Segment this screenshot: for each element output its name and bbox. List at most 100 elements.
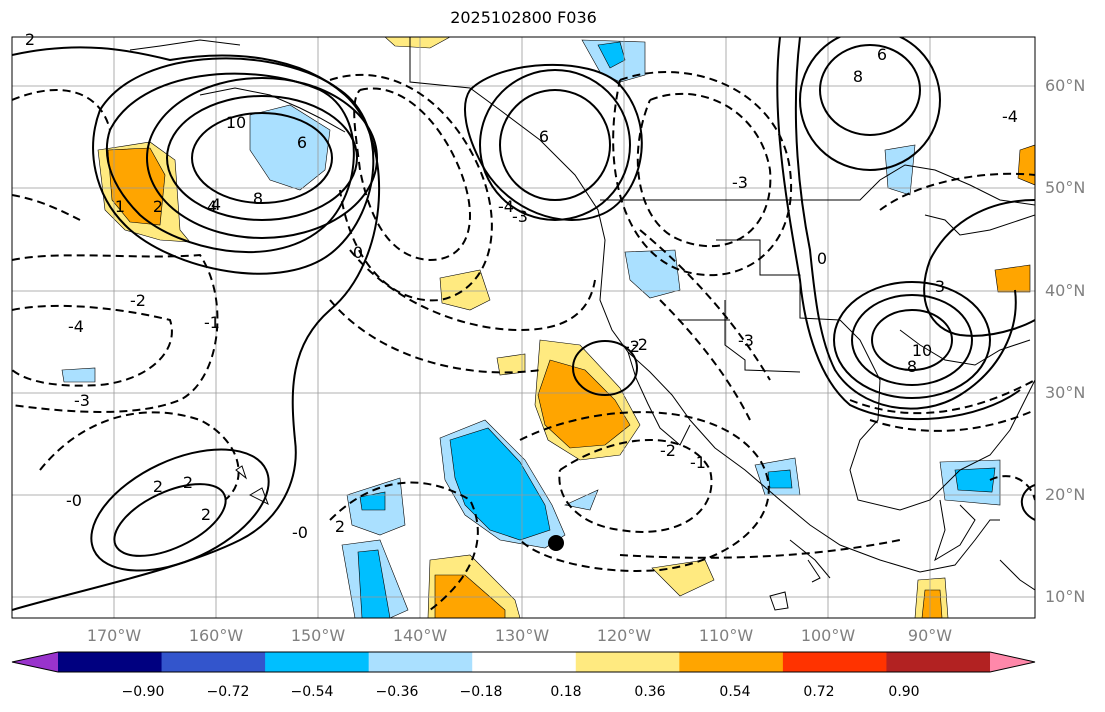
shade-positive <box>1017 144 1035 186</box>
contour-label: 6 <box>297 133 307 152</box>
colorbar-segment <box>58 652 163 672</box>
contour-label: -0 <box>66 491 82 510</box>
contour-label: 8 <box>253 189 263 208</box>
contour-label: 2 <box>153 197 163 216</box>
coastlines <box>129 37 1035 611</box>
shade-positive <box>434 574 506 618</box>
shade-positive <box>537 359 631 449</box>
contour-label: 1 <box>115 197 125 216</box>
map-frame <box>11 36 1036 619</box>
lon-label-150w: 150°W <box>290 626 346 645</box>
contour-label: 10 <box>226 113 246 132</box>
lon-label-130w: 130°W <box>494 626 550 645</box>
contour-label: 2 <box>201 505 211 524</box>
contour-label: 2 <box>335 517 345 536</box>
contour-label: 8 <box>853 67 863 86</box>
shade-negative <box>357 549 391 618</box>
contours-dashed <box>12 71 1035 611</box>
shade-negative <box>597 41 626 69</box>
contour-label: -4 <box>498 197 514 216</box>
lon-label-160w: 160°W <box>188 626 244 645</box>
anomaly-shading <box>61 37 1035 618</box>
shade-negative <box>359 491 386 511</box>
lat-label-50n: 50°N <box>1045 178 1086 197</box>
colorbar-segment <box>782 652 887 672</box>
colorbar-tick-label: 0.54 <box>719 684 751 700</box>
contour-label: 2 <box>183 473 193 492</box>
contour-label: -3 <box>732 173 748 192</box>
colorbar-tick-label: 0.90 <box>888 684 920 700</box>
graticule <box>12 37 1035 618</box>
colorbar-segment <box>886 652 991 672</box>
lat-label-60n: 60°N <box>1045 76 1086 95</box>
contour-label: -2 <box>130 291 146 310</box>
contour-label: 2 <box>25 30 35 49</box>
shade-negative <box>884 144 916 196</box>
lon-label-90w: 90°W <box>907 626 953 645</box>
colorbar-tick-label: 0.18 <box>550 684 582 700</box>
colorbar-segment <box>265 652 370 672</box>
contour-label: -4 <box>1002 107 1018 126</box>
contour-label: 6 <box>539 127 549 146</box>
contour-label: -0 <box>292 523 308 542</box>
colorbar-segment <box>575 652 680 672</box>
lon-label-120w: 120°W <box>596 626 652 645</box>
colorbar-tick-label: 0.72 <box>803 684 835 700</box>
contour-label: -2 <box>632 335 648 354</box>
contour-label: -1 <box>204 313 220 332</box>
shade-negative <box>624 249 681 299</box>
lat-label-30n: 30°N <box>1045 383 1086 402</box>
contour-label: -4 <box>68 317 84 336</box>
shade-negative <box>61 367 96 383</box>
colorbar <box>11 651 1036 673</box>
lon-label-110w: 110°W <box>698 626 754 645</box>
colorbar-segment <box>679 652 784 672</box>
colorbar-segment <box>472 652 577 672</box>
contour-label: -3 <box>738 331 754 350</box>
contour-label: 4 <box>211 195 221 214</box>
contour-label: 2 <box>153 477 163 496</box>
colorbar-tick-label: −0.18 <box>459 684 503 700</box>
shade-positive <box>994 264 1031 293</box>
colorbar-extend-low <box>12 652 58 672</box>
shade-positive <box>384 37 451 49</box>
shade-positive <box>107 147 166 226</box>
contour-label: 3 <box>935 277 945 296</box>
lat-label-10n: 10°N <box>1045 587 1086 606</box>
shade-positive <box>439 269 491 311</box>
lon-label-170w: 170°W <box>86 626 142 645</box>
contour-label: -2 <box>624 337 640 356</box>
shade-positive <box>921 589 943 618</box>
contour-label: 4 <box>207 197 217 216</box>
lon-label-140w: 140°W <box>392 626 448 645</box>
colorbar-tick-label: −0.90 <box>121 684 165 700</box>
contour-label: 6 <box>877 45 887 64</box>
contour-label: 8 <box>907 357 917 376</box>
contour-label: 0 <box>817 249 827 268</box>
contour-label: 10 <box>912 341 932 360</box>
colorbar-segment <box>368 652 473 672</box>
colorbar-outline <box>11 651 1036 673</box>
lat-label-40n: 40°N <box>1045 281 1086 300</box>
shade-negative <box>449 427 551 541</box>
shade-negative <box>954 467 996 493</box>
colorbar-tick-label: −0.72 <box>206 684 250 700</box>
contour-label: 0 <box>353 243 363 262</box>
location-marker <box>548 535 564 551</box>
colorbar-tick-label: 0.36 <box>634 684 666 700</box>
colorbar-tick-label: −0.36 <box>375 684 419 700</box>
contour-label: -3 <box>512 207 528 226</box>
shade-negative <box>767 469 793 489</box>
contour-label: -3 <box>74 391 90 410</box>
lon-label-100w: 100°W <box>800 626 856 645</box>
colorbar-segment <box>161 652 266 672</box>
contour-label: -1 <box>690 453 706 472</box>
shade-positive <box>651 559 715 597</box>
map-title: 2025102800 F036 <box>450 8 597 27</box>
lat-label-20n: 20°N <box>1045 485 1086 504</box>
colorbar-extend-high <box>990 652 1035 672</box>
colorbar-tick-label: −0.54 <box>290 684 334 700</box>
contour-label: -2 <box>660 441 676 460</box>
